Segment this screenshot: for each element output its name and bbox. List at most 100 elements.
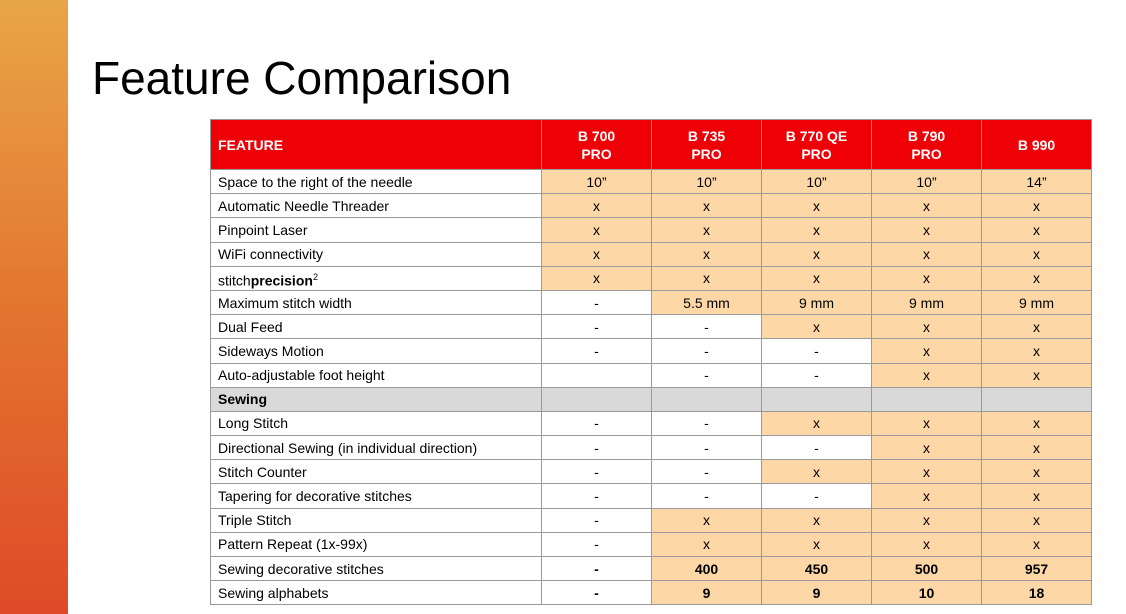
value-cell: x bbox=[871, 410, 982, 437]
value-cell: x bbox=[871, 435, 982, 461]
feature-cell: Maximum stitch width bbox=[210, 289, 542, 316]
feature-cell: WiFi connectivity bbox=[210, 241, 542, 267]
section-cell bbox=[761, 386, 872, 412]
value-cell: 9 mm bbox=[761, 289, 872, 316]
value-cell: x bbox=[981, 435, 1092, 461]
value-cell: x bbox=[761, 410, 872, 437]
value-cell: x bbox=[761, 531, 872, 558]
value-cell: 10” bbox=[651, 168, 762, 195]
value-cell: x bbox=[871, 338, 982, 364]
table-row: Long Stitch - - x x x bbox=[210, 410, 1092, 437]
feature-cell: Tapering for decorative stitches bbox=[210, 483, 542, 509]
header-row: FEATURE B 700 PRO B 735 PRO B 770 QE PRO B 790 P… bbox=[210, 119, 1092, 170]
feature-bold: precision bbox=[250, 272, 313, 289]
value-cell: x bbox=[761, 265, 872, 291]
value-cell: x bbox=[651, 531, 762, 558]
value-cell: x bbox=[871, 314, 982, 340]
table-row: Pattern Repeat (1x-99x) - x x x x bbox=[210, 531, 1092, 558]
header-cell: B 700 PRO bbox=[541, 119, 652, 170]
value-cell: x bbox=[871, 193, 982, 219]
value-cell: 400 bbox=[651, 555, 762, 582]
header-text: B 700 bbox=[577, 127, 616, 144]
header-cell: B 735 PRO bbox=[651, 119, 762, 170]
value-cell: x bbox=[761, 459, 872, 485]
header-cell: B 770 QE PRO bbox=[761, 119, 872, 170]
feature-cell: stitchprecision2 bbox=[210, 265, 542, 291]
header-text: B 735 bbox=[687, 127, 726, 144]
value-cell: x bbox=[981, 241, 1092, 267]
header-text: PRO bbox=[801, 145, 832, 162]
value-cell: x bbox=[871, 217, 982, 243]
table-row: Pinpoint Laser x x x x x bbox=[210, 217, 1092, 243]
value-cell: 5.5 mm bbox=[651, 289, 762, 316]
table-row: Stitch Counter - - x x x bbox=[210, 459, 1092, 485]
table-row: Space to the right of the needle 10” 10” 10… bbox=[210, 168, 1092, 195]
feature-text: stitch bbox=[218, 272, 251, 289]
feature-cell: Auto-adjustable foot height bbox=[210, 362, 542, 388]
header-text: PRO bbox=[581, 145, 612, 162]
value-cell: - bbox=[651, 483, 762, 509]
value-cell: x bbox=[871, 507, 982, 533]
value-cell: x bbox=[871, 362, 982, 388]
table-row: Triple Stitch - x x x x bbox=[210, 507, 1092, 533]
value-cell: - bbox=[761, 362, 872, 388]
value-cell: 14” bbox=[981, 168, 1092, 195]
value-cell: x bbox=[981, 314, 1092, 340]
table-row: stitchprecision2 x x x x x bbox=[210, 265, 1092, 291]
value-cell: 18 bbox=[981, 580, 1092, 606]
value-cell: - bbox=[541, 531, 652, 558]
value-cell: 9 bbox=[651, 580, 762, 606]
value-cell: x bbox=[871, 265, 982, 291]
value-cell: 9 mm bbox=[981, 289, 1092, 316]
value-cell: x bbox=[761, 241, 872, 267]
value-cell: x bbox=[761, 193, 872, 219]
feature-cell: Automatic Needle Threader bbox=[210, 193, 542, 219]
value-cell: x bbox=[651, 217, 762, 243]
value-cell: 500 bbox=[871, 555, 982, 582]
header-text: B 770 QE bbox=[785, 127, 848, 144]
value-cell: x bbox=[761, 217, 872, 243]
value-cell: - bbox=[541, 338, 652, 364]
value-cell: 10” bbox=[761, 168, 872, 195]
header-text: FEATURE bbox=[218, 136, 284, 153]
value-cell: - bbox=[761, 483, 872, 509]
value-cell: - bbox=[541, 483, 652, 509]
header-cell: B 790 PRO bbox=[871, 119, 982, 170]
table-row: Tapering for decorative stitches - - - x x bbox=[210, 483, 1092, 509]
header-text: B 790 bbox=[907, 127, 946, 144]
value-cell: x bbox=[871, 531, 982, 558]
value-cell: x bbox=[651, 265, 762, 291]
value-cell: x bbox=[981, 483, 1092, 509]
table-body: Space to the right of the needle 10” 10” 10… bbox=[210, 168, 1092, 606]
section-cell bbox=[541, 386, 652, 412]
feature-cell: Triple Stitch bbox=[210, 507, 542, 533]
header-cell: FEATURE bbox=[210, 119, 542, 170]
table-row: Maximum stitch width -5.5 mm 9 mm 9 mm 9 mm bbox=[210, 289, 1092, 316]
value-cell: x bbox=[651, 507, 762, 533]
feature-cell: Sewing alphabets bbox=[210, 580, 542, 606]
value-cell: - bbox=[651, 338, 762, 364]
feature-cell: Sewing decorative stitches bbox=[210, 555, 542, 582]
feature-cell: Long Stitch bbox=[210, 410, 542, 437]
value-cell: x bbox=[651, 193, 762, 219]
value-cell: 9 mm bbox=[871, 289, 982, 316]
section-row: Sewing bbox=[210, 386, 1092, 412]
feature-cell: Sideways Motion bbox=[210, 338, 542, 364]
value-cell: x bbox=[541, 193, 652, 219]
value-cell: x bbox=[761, 507, 872, 533]
header-text: PRO bbox=[911, 145, 942, 162]
value-cell: 10” bbox=[541, 168, 652, 195]
value-cell: - bbox=[651, 362, 762, 388]
feature-cell: Dual Feed bbox=[210, 314, 542, 340]
value-cell: - bbox=[541, 507, 652, 533]
feature-cell: Space to the right of the needle bbox=[210, 168, 542, 195]
value-cell: x bbox=[981, 265, 1092, 291]
value-cell: 957 bbox=[981, 555, 1092, 582]
slide-title: Feature Comparison bbox=[92, 52, 512, 104]
value-cell: - bbox=[651, 459, 762, 485]
value-cell: x bbox=[871, 459, 982, 485]
value-cell: - bbox=[761, 435, 872, 461]
value-cell: - bbox=[651, 314, 762, 340]
